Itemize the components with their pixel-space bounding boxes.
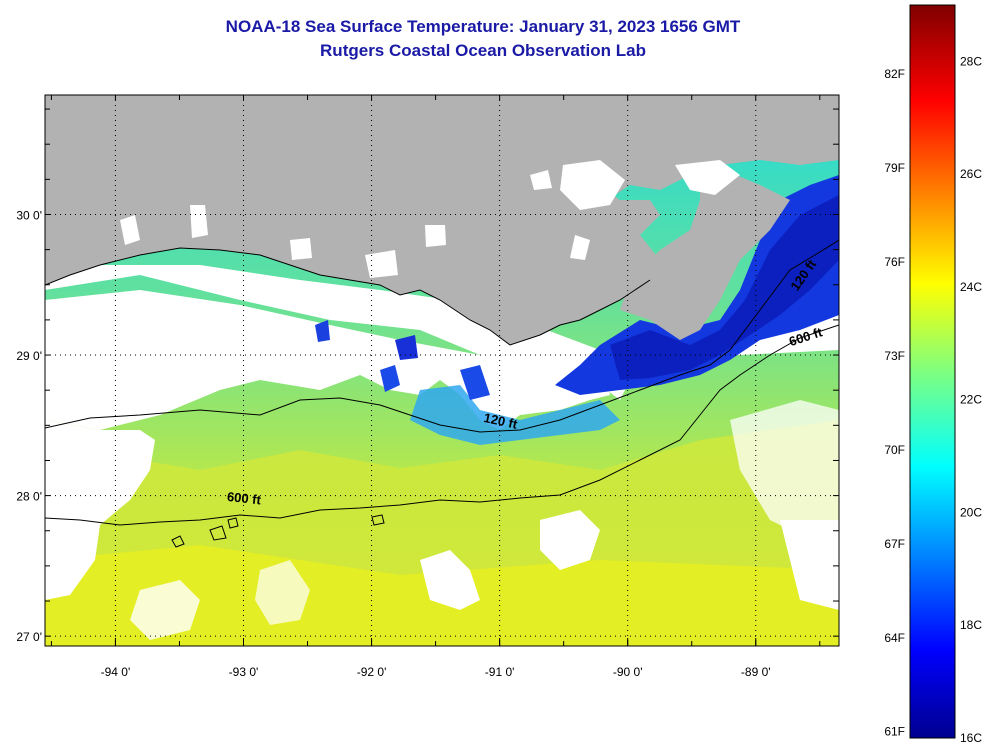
colorbar-label-f: 79F xyxy=(884,161,905,175)
lon-tick-label: -92 0' xyxy=(357,665,387,679)
colorbar-label-f: 70F xyxy=(884,443,905,457)
colorbar-labels: 82F 79F 76F 73F 70F 67F 64F 61F 28C 26C 24C 22C 20C 1… xyxy=(884,54,982,745)
map-subtitle: Rutgers Coastal Ocean Observation Lab xyxy=(320,41,646,60)
colorbar-label-c: 26C xyxy=(960,167,982,181)
mississippi-delta xyxy=(620,160,790,340)
lon-tick-label: -93 0' xyxy=(229,665,259,679)
colorbar: 82F 79F 76F 73F 70F 67F 64F 61F 28C 26C 24C 22C 20C 1… xyxy=(884,4,982,745)
colorbar-label-c: 24C xyxy=(960,280,982,294)
contour-120ft xyxy=(45,239,839,433)
lon-tick-label: -91 0' xyxy=(485,665,515,679)
lon-tick-label: -89 0' xyxy=(741,665,771,679)
lake xyxy=(560,160,625,210)
colorbar-label-f: 82F xyxy=(884,67,905,81)
colorbar-label-f: 64F xyxy=(884,631,905,645)
contour-600ft xyxy=(45,324,839,526)
cloud-patch xyxy=(420,550,480,610)
map-title: NOAA-18 Sea Surface Temperature: January… xyxy=(225,17,741,36)
map-axes: -94 0' -93 0' -92 0' -91 0' -90 0' -89 0' 27 0… xyxy=(16,95,839,679)
lake xyxy=(425,225,446,247)
map-plot-area xyxy=(45,95,839,646)
lake xyxy=(570,235,590,260)
lake xyxy=(120,215,140,245)
colorbar-label-c: 28C xyxy=(960,54,982,68)
lon-tick-label: -94 0' xyxy=(101,665,131,679)
cloud-patch xyxy=(255,560,310,625)
colorbar-scale xyxy=(909,4,956,739)
colorbar-label-f: 73F xyxy=(884,349,905,363)
cool-water-band xyxy=(410,385,620,445)
lake xyxy=(675,160,740,195)
graticule xyxy=(45,95,839,646)
lat-tick-label: 30 0' xyxy=(16,208,42,222)
lat-tick-label: 27 0' xyxy=(16,630,42,644)
contour-islands xyxy=(171,514,385,548)
colorbar-label-f: 67F xyxy=(884,537,905,551)
contour-label: 600 ft xyxy=(226,489,262,508)
cool-patch xyxy=(395,335,418,360)
lat-tick-label: 28 0' xyxy=(16,490,42,504)
cool-patch xyxy=(380,365,400,392)
lat-tick-label: 29 0' xyxy=(16,349,42,363)
cool-patch xyxy=(315,320,330,342)
cloud-patch xyxy=(780,520,839,610)
cold-water-core xyxy=(610,195,839,380)
colorbar-label-c: 18C xyxy=(960,618,982,632)
contour-label: 120 ft xyxy=(482,410,519,432)
cloud-patch xyxy=(130,580,200,640)
lake xyxy=(190,205,208,238)
cool-patch xyxy=(460,365,490,400)
colorbar-label-f: 76F xyxy=(884,255,905,269)
cloud-mask-west xyxy=(45,420,155,600)
lake xyxy=(365,250,398,278)
lake xyxy=(530,170,552,190)
map-frame xyxy=(44,94,840,647)
cloud-patch xyxy=(730,400,839,540)
coastline xyxy=(45,247,651,346)
colorbar-label-c: 16C xyxy=(960,731,982,745)
lake xyxy=(290,238,312,260)
colorbar-label-c: 22C xyxy=(960,393,982,407)
colorbar-label-f: 61F xyxy=(884,725,905,739)
cloud-patch xyxy=(540,510,600,570)
lon-tick-label: -90 0' xyxy=(613,665,643,679)
colorbar-label-c: 20C xyxy=(960,505,982,519)
cloud-mask-coastal xyxy=(45,265,839,400)
